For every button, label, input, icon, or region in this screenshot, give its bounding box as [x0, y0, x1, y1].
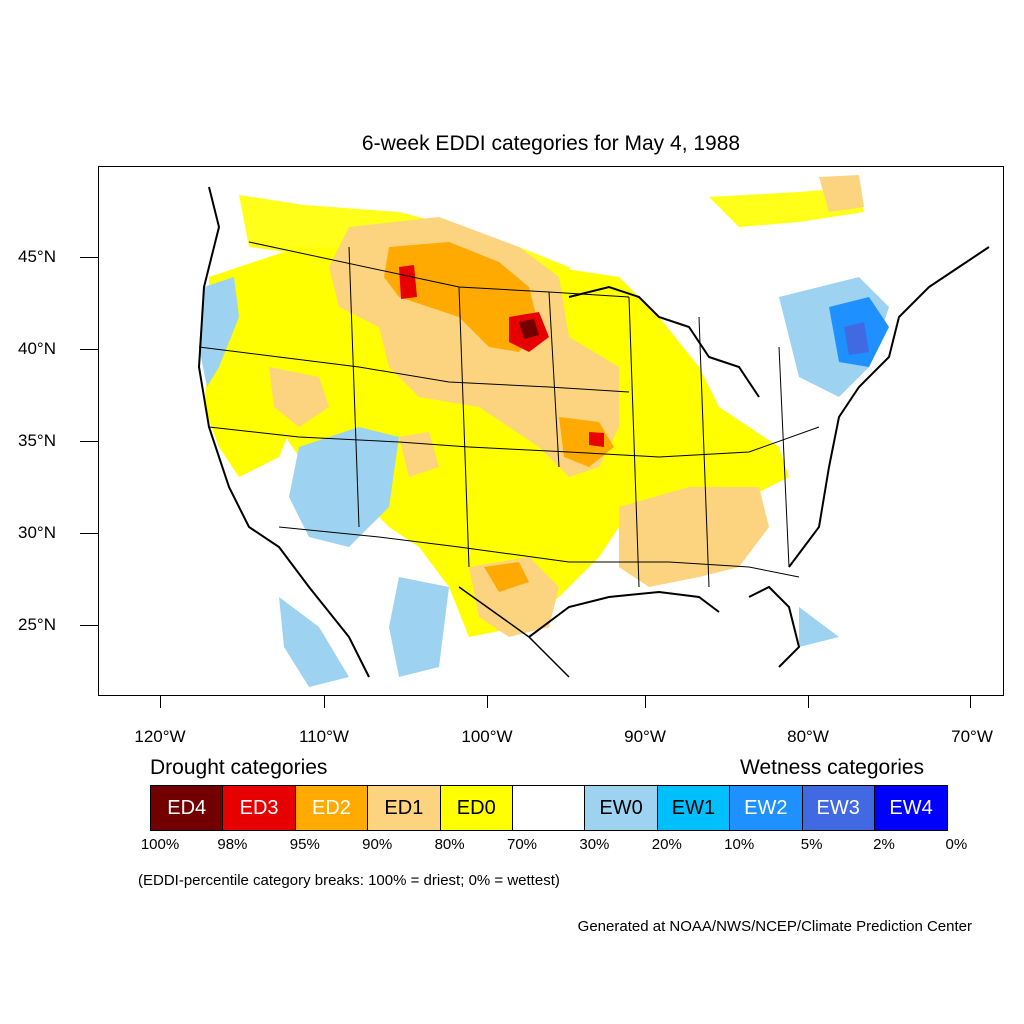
percentile-break-label: 10% — [724, 836, 755, 853]
ed2-dakotas-region — [384, 242, 539, 352]
ed3-montana-region — [399, 265, 417, 299]
lon-label-110: 110°W — [299, 727, 349, 746]
canada-east-ed1-region — [819, 175, 864, 212]
legend-cell-ew4: EW4 — [874, 786, 948, 830]
lat-label-40: 40°N — [18, 339, 56, 358]
lat-tick-30 — [80, 533, 98, 534]
legend-cell-ed1: ED1 — [368, 786, 441, 830]
legend-cell-ed2: ED2 — [295, 786, 369, 830]
lat-label-45: 45°N — [18, 247, 56, 266]
lon-label-80: 80°W — [787, 727, 829, 746]
legend-cell-ed4: ED4 — [151, 786, 224, 830]
ew3-new-england-region — [844, 322, 869, 355]
coastline — [197, 186, 990, 678]
legend-colorbar: ED4 ED3 ED2 ED1 ED0 EW0 EW1 EW2 EW3 EW4 — [150, 785, 949, 831]
lon-label-90: 90°W — [624, 727, 666, 746]
ed2-texas-region — [484, 562, 529, 592]
lat-label-30: 30°N — [18, 523, 56, 542]
legend-cell-ew2: EW2 — [730, 786, 803, 830]
lat-tick-40 — [80, 349, 98, 350]
lon-tick-110 — [324, 696, 325, 708]
ed1-southeast-region — [619, 487, 769, 587]
ed3-missouri-region — [589, 432, 604, 447]
percentile-break-label: 5% — [800, 836, 823, 853]
percentile-break-label: 95% — [289, 836, 320, 853]
percentile-break-label: 80% — [434, 836, 465, 853]
legend-cell-neutral — [512, 786, 586, 830]
map-title: 6-week EDDI categories for May 4, 1988 — [361, 132, 741, 155]
ew0-southwest-region — [289, 427, 399, 547]
ed2-missouri-region — [559, 417, 614, 467]
lon-tick-70 — [970, 696, 971, 708]
legend-cell-ed3: ED3 — [223, 786, 296, 830]
lat-tick-45 — [80, 257, 98, 258]
percentile-break-label: 0% — [945, 836, 968, 853]
ed0-northern-plains-region — [209, 247, 789, 637]
percentile-break-label: 30% — [579, 836, 610, 853]
ed1-colorado-region — [399, 432, 439, 477]
lon-label-70: 70°W — [951, 727, 993, 746]
lat-tick-25 — [80, 625, 98, 626]
ew0-pacific-coast-region — [199, 277, 239, 387]
boundary-lines — [198, 241, 820, 678]
percentile-break-label: 70% — [506, 836, 538, 853]
lon-tick-120 — [160, 696, 161, 708]
eddi-map — [98, 166, 1004, 696]
ew0-baja-region — [279, 597, 349, 687]
ew0-mexico-region — [389, 577, 449, 677]
legend-cell-ew0: EW0 — [585, 786, 658, 830]
lat-label-25: 25°N — [18, 615, 56, 634]
wetness-heading: Wetness categories — [740, 756, 925, 779]
legend-cell-ew3: EW3 — [802, 786, 875, 830]
map-canvas — [197, 175, 990, 687]
ew0-florida-region — [799, 607, 839, 647]
legend-cell-ed0: ED0 — [440, 786, 513, 830]
percentile-break-label: 98% — [217, 836, 248, 853]
lon-label-100: 100°W — [461, 727, 513, 746]
ed1-west-region — [269, 367, 329, 427]
drought-heading: Drought categories — [150, 756, 328, 779]
percentile-break-label: 20% — [651, 836, 682, 853]
ed4-south-dakota-region — [519, 319, 539, 339]
lon-label-120: 120°W — [134, 727, 186, 746]
lat-tick-35 — [80, 441, 98, 442]
percentile-break-label: 2% — [873, 836, 895, 853]
percentile-break-label: 90% — [362, 836, 393, 853]
lon-tick-90 — [645, 696, 646, 708]
lon-tick-100 — [487, 696, 488, 708]
category-note: (EDDI-percentile category breaks: 100% =… — [138, 872, 560, 889]
credit-line: Generated at NOAA/NWS/NCEP/Climate Predi… — [577, 918, 972, 935]
percentile-break-label: 100% — [140, 836, 180, 853]
lon-tick-80 — [808, 696, 809, 708]
legend-cell-ew1: EW1 — [657, 786, 731, 830]
lat-label-35: 35°N — [18, 431, 56, 450]
